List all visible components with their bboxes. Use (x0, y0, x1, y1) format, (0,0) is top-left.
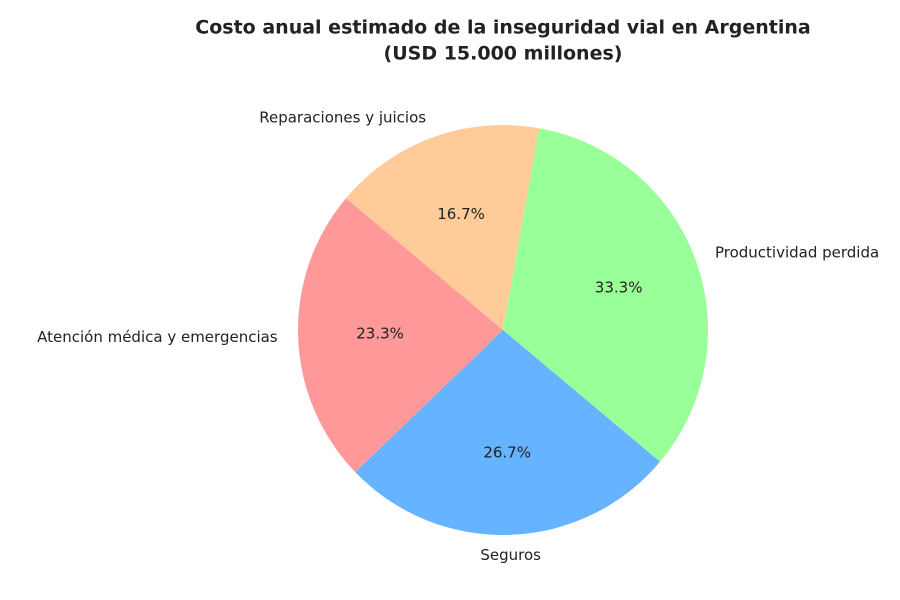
value-label: 23.3% (356, 325, 404, 343)
value-label: 16.7% (437, 205, 485, 223)
chart-title: Costo anual estimado de la inseguridad v… (195, 17, 810, 39)
category-label: Reparaciones y juicios (259, 109, 426, 127)
value-label: 33.3% (595, 279, 643, 297)
category-label: Productividad perdida (715, 244, 879, 262)
category-label: Atención médica y emergencias (37, 328, 278, 346)
pie-slice (345, 125, 540, 330)
pie-slice (298, 198, 503, 473)
category-label: Seguros (480, 546, 541, 564)
value-label: 26.7% (483, 443, 531, 461)
pie-slice (503, 128, 709, 462)
chart-subtitle: (USD 15.000 millones) (384, 43, 623, 65)
pie-slice (355, 330, 661, 535)
